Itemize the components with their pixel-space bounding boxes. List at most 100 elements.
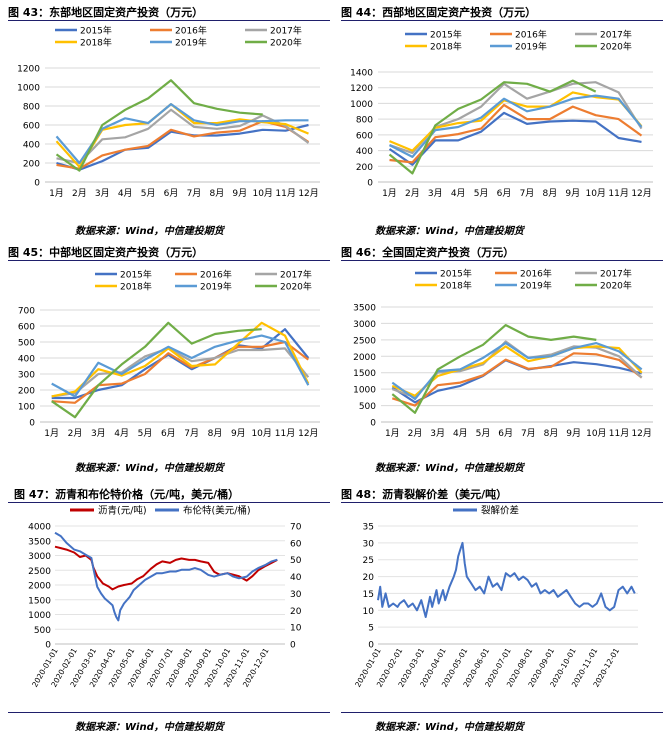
legend-label: 2017年 [280,269,312,281]
y-tick-label: 1000 [353,386,376,396]
legend-label: 2020年 [600,41,632,53]
chart-panel-fig43: 图 43：东部地区固定资产投资（万元） 0 200 400 600 800 1000 120… [0,0,333,245]
line-chart-fig46: 0 500 1000 1500 2000 2500 3000 3500 1月 2月 3月 4月 5月 6月… [353,268,653,439]
legend-label: 2018年 [120,281,152,293]
series-line-沥青(元/吨) [54,545,278,591]
legend-label: 2018年 [80,37,112,49]
line-chart-fig48: 051015202530352020-01-012020-02-012020-0… [353,505,638,689]
x-tick-label: 9月 [566,428,581,439]
x-tick-label: 11月 [608,188,628,199]
y-tick-label: 0 [368,641,374,651]
x-tick-label: 1月 [44,428,59,439]
line-chart-fig47: 0 500 1000 1500 2000 2500 3000 3500 4000 0 10 20 30 4… [28,505,302,689]
x-tick-label: 2月 [72,188,87,199]
legend-label: 2017年 [600,268,632,280]
x-tick-label: 1月 [49,188,64,199]
y-tick-label: 800 [23,103,40,113]
legend-label: 2018年 [430,41,462,53]
series-line-2015年 [51,328,310,400]
x-tick-label: 2月 [68,428,83,439]
x-tick-label: 10月 [251,428,271,439]
title-rule [8,20,330,21]
series-line-布伦特(美元/桶) [54,531,278,622]
x-tick-label: 7月 [184,428,199,439]
chart-title: 图 45：中部地区固定资产投资（万元） [8,246,204,259]
chart-title: 图 43：东部地区固定资产投资（万元） [8,6,204,19]
series-line-2016年 [389,103,643,164]
chart-title: 图 46：全国固定资产投资（万元） [341,246,515,259]
y-tick-label: 400 [356,147,373,157]
bottom-rule [341,712,663,713]
legend-label: 2020年 [280,281,312,293]
y-tick-label: 4000 [28,523,51,533]
y-tick-label: 1400 [350,69,373,79]
y-tick-label: 5 [368,624,374,634]
y2-tick-label: 30 [290,590,302,600]
x-tick-label: 9月 [232,188,247,199]
x-tick-label: 5月 [474,188,489,199]
x-tick-label: 4月 [451,188,466,199]
legend-label: 2015年 [120,269,152,281]
x-tick-label: 11月 [275,188,295,199]
source-note: 数据来源：Wind，中信建投期货 [75,463,224,474]
x-tick-label: 8月 [210,188,225,199]
series-line-2016年 [51,340,309,404]
title-rule [341,20,663,21]
chart-panel-fig47: 图 47：沥青和布伦特价格（元/吨，美元/桶） 0 500 1000 1500 2000… [0,482,333,735]
chart-title: 图 44：西部地区固定资产投资（万元） [341,6,537,19]
y-tick-label: 600 [23,122,40,132]
series-line-2016年 [391,352,643,407]
y-tick-label: 600 [356,131,373,141]
x-tick-label: 10月 [585,188,605,199]
x-tick-label: 5月 [476,428,491,439]
line-chart-fig43: 0 200 400 600 800 1000 1200 1月 2月 3月 4月 5月 6月 7月 8月 9月 1… [17,25,320,199]
y2-tick-label: 50 [290,556,302,566]
y2-tick-label: 10 [290,624,302,634]
x-tick-label: 3月 [430,428,445,439]
chart-panel-fig46: 图 46：全国固定资产投资（万元） 0 500 1000 1500 2000 2500 30… [333,240,667,480]
y-tick-label: 0 [370,419,376,429]
y2-tick-label: 70 [290,523,302,533]
y-tick-label: 500 [18,339,35,349]
legend-label: 2019年 [515,41,547,53]
x-tick-label: 1月 [385,428,400,439]
series-line-2018年 [51,321,310,398]
series-line-2020年 [391,323,597,414]
x-tick-label: 7月 [521,428,536,439]
y-tick-label: 1500 [28,596,51,606]
x-tick-label: 6月 [164,188,179,199]
x-tick-label: 11月 [275,428,295,439]
series-line-2017年 [51,347,310,398]
x-tick-label: 6月 [497,188,512,199]
legend-label: 裂解价差 [481,505,519,517]
title-rule [341,502,663,503]
x-tick-label: 2月 [408,428,423,439]
y-tick-label: 35 [363,523,374,533]
x-tick-label: 12月 [631,428,651,439]
y-tick-label: 1500 [353,369,376,379]
source-note: 数据来源：Wind，中信建投期货 [75,226,224,237]
x-tick-label: 10月 [586,428,606,439]
x-tick-label: 7月 [187,188,202,199]
series-line-2015年 [388,111,642,166]
y2-tick-label: 40 [290,573,302,583]
y-tick-label: 0 [29,419,35,429]
chart-panel-fig48: 图 48：沥青裂解价差（美元/吨） 0 5 10 15 20 25 30 35 2020-01-… [333,482,667,735]
y-tick-label: 2000 [353,353,376,363]
legend-label: 2020年 [600,280,632,292]
source-note: 数据来源：Wind，中信建投期货 [375,463,524,474]
y-tick-label: 2000 [28,582,51,592]
y2-tick-label: 60 [290,539,302,549]
x-tick-label: 8月 [543,188,558,199]
legend-label: 2020年 [270,37,302,49]
legend-label: 2015年 [430,29,462,41]
x-tick-label: 9月 [565,188,580,199]
x-tick-label: 3月 [95,188,110,199]
series-line-2020年 [55,79,263,172]
y-tick-label: 2500 [28,567,51,577]
y-tick-label: 100 [18,403,35,413]
y-tick-label: 25 [363,556,374,566]
x-tick-label: 6月 [161,428,176,439]
x-tick-label: 3月 [91,428,106,439]
y-tick-label: 400 [18,355,35,365]
